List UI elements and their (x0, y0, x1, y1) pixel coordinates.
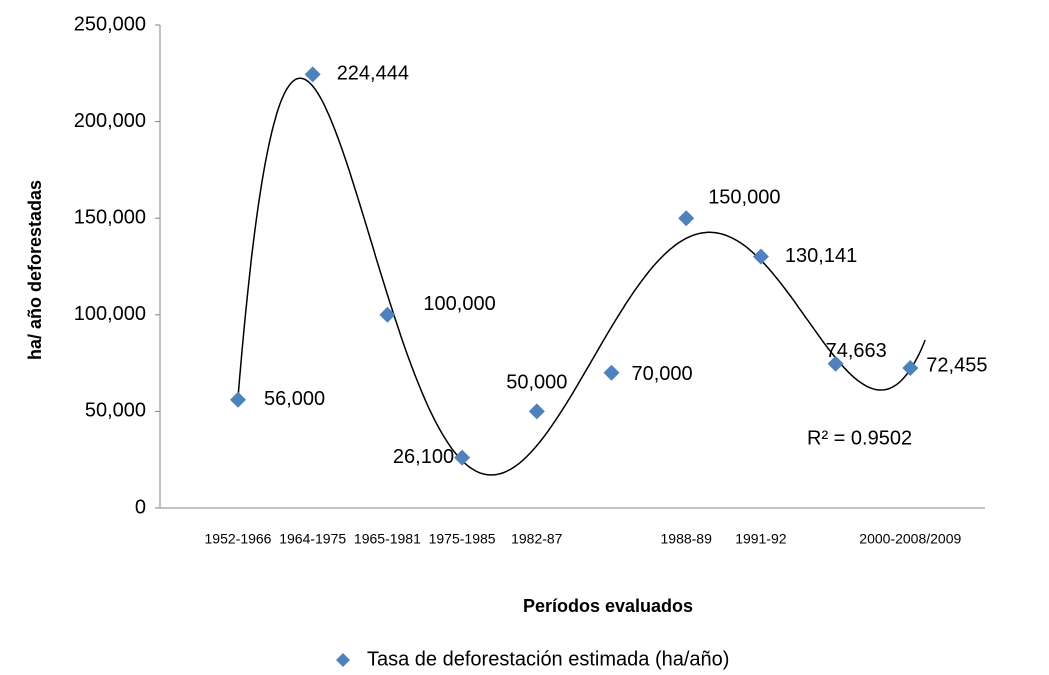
data-label: 26,100 (393, 446, 454, 468)
data-label: 150,000 (708, 186, 780, 208)
y-tick-label: 0 (135, 496, 146, 518)
data-label: 50,000 (506, 372, 567, 394)
data-label: 224,444 (337, 63, 409, 85)
x-tick-label: 1982-87 (511, 531, 563, 547)
point (603, 364, 620, 381)
x-tick-label: 1964-1975 (279, 531, 346, 547)
y-tick-label: 250,000 (74, 13, 146, 35)
data-label: 70,000 (632, 363, 693, 385)
y-tick-label: 50,000 (85, 400, 146, 422)
point (902, 360, 919, 377)
point (304, 66, 321, 83)
x-axis-title: Períodos evaluados (523, 596, 693, 616)
x-tick-label: 1975-1985 (429, 531, 496, 547)
x-tick-label: 1988-89 (661, 531, 713, 547)
data-label: 56,000 (264, 388, 325, 410)
point (528, 403, 545, 420)
y-tick-label: 200,000 (74, 110, 146, 132)
point (454, 449, 471, 466)
point (752, 248, 769, 265)
x-tick-label: 1991-92 (735, 531, 787, 547)
point (379, 306, 396, 323)
data-label: 100,000 (423, 293, 495, 315)
y-tick-label: 100,000 (74, 303, 146, 325)
y-tick-label: 150,000 (74, 206, 146, 228)
data-label: 130,141 (785, 245, 857, 267)
x-tick-label: 1965-1981 (354, 531, 421, 547)
point (678, 210, 695, 227)
y-axis-title: ha/ año deforestadas (25, 180, 45, 360)
legend-label: Tasa de deforestación estimada (ha/año) (367, 648, 729, 670)
trendline (237, 77, 926, 476)
data-label: 72,455 (926, 354, 987, 376)
x-tick-label: 1952-1966 (205, 531, 272, 547)
data-label: 74,663 (826, 340, 887, 362)
trendline-label: R² = 0.9502 (807, 427, 912, 449)
x-tick-label: 2000-2008/2009 (859, 531, 961, 547)
point (230, 391, 246, 408)
point (827, 355, 844, 372)
legend-marker (336, 653, 350, 667)
